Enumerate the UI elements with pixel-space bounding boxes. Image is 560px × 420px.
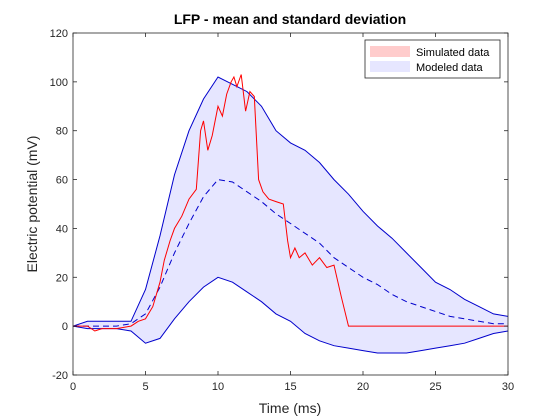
x-tick-label: 25 <box>429 381 441 393</box>
chart-title: LFP - mean and standard deviation <box>174 11 406 27</box>
legend-swatch <box>370 61 410 72</box>
x-tick-label: 0 <box>70 381 76 393</box>
legend: Simulated data Modeled data <box>365 40 500 78</box>
legend-swatch <box>370 46 410 57</box>
x-tick-label: 20 <box>357 381 369 393</box>
y-tick-label: -20 <box>52 370 68 382</box>
x-tick-label: 10 <box>212 381 224 393</box>
x-axis-label: Time (ms) <box>259 400 321 416</box>
legend-label: Modeled data <box>416 62 484 74</box>
y-tick-label: 40 <box>56 223 68 235</box>
x-tick-label: 30 <box>502 381 514 393</box>
y-tick-label: 100 <box>50 77 68 89</box>
y-axis-label: Electric potential (mV) <box>24 136 40 273</box>
y-tick-label: 80 <box>56 126 68 138</box>
y-tick-label: 20 <box>56 272 68 284</box>
y-tick-label: 0 <box>62 321 68 333</box>
y-tick-label: 60 <box>56 175 68 187</box>
y-tick-label: 120 <box>50 28 68 40</box>
legend-label: Simulated data <box>416 47 490 59</box>
x-tick-label: 5 <box>142 381 148 393</box>
x-tick-label: 15 <box>284 381 296 393</box>
